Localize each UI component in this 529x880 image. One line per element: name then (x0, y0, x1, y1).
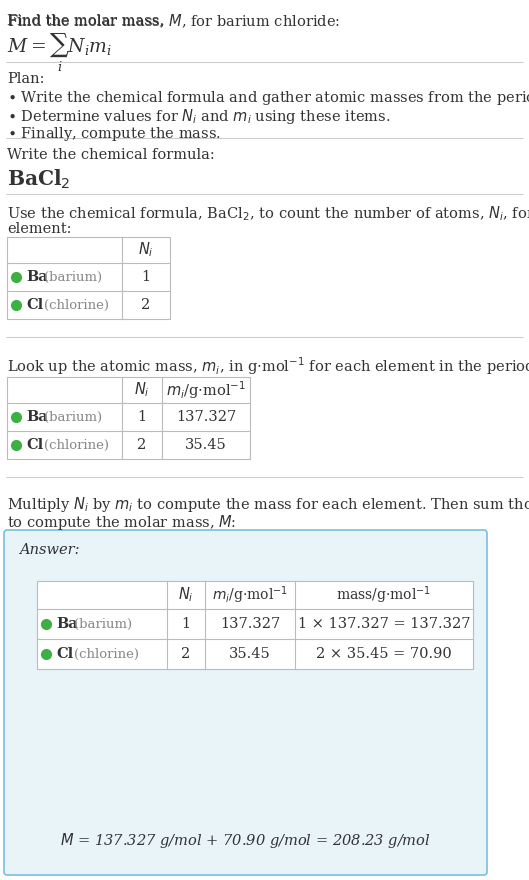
Text: BaCl$_2$: BaCl$_2$ (7, 168, 70, 191)
Text: Answer:: Answer: (19, 543, 79, 557)
Text: Use the chemical formula, BaCl$_2$, to count the number of atoms, $N_i$, for eac: Use the chemical formula, BaCl$_2$, to c… (7, 204, 529, 223)
Text: $m_i$/g$\cdot$mol$^{-1}$: $m_i$/g$\cdot$mol$^{-1}$ (166, 379, 246, 401)
Text: $N_i$: $N_i$ (178, 586, 194, 605)
Text: $m_i$/g$\cdot$mol$^{-1}$: $m_i$/g$\cdot$mol$^{-1}$ (212, 584, 288, 605)
Text: Write the chemical formula:: Write the chemical formula: (7, 148, 215, 162)
Text: 2: 2 (181, 647, 190, 661)
Text: mass/g$\cdot$mol$^{-1}$: mass/g$\cdot$mol$^{-1}$ (336, 584, 432, 605)
Text: (barium): (barium) (44, 270, 102, 283)
Text: 1: 1 (141, 270, 151, 284)
FancyBboxPatch shape (7, 377, 250, 459)
Text: Multiply $N_i$ by $m_i$ to compute the mass for each element. Then sum those val: Multiply $N_i$ by $m_i$ to compute the m… (7, 495, 529, 514)
FancyBboxPatch shape (37, 581, 473, 669)
Text: $M = \sum_i N_i m_i$: $M = \sum_i N_i m_i$ (7, 32, 112, 74)
Text: $N_i$: $N_i$ (138, 240, 154, 260)
Text: Ba: Ba (26, 410, 48, 424)
Text: 35.45: 35.45 (229, 647, 271, 661)
Text: (barium): (barium) (74, 618, 132, 630)
FancyBboxPatch shape (4, 530, 487, 875)
Text: 137.327: 137.327 (176, 410, 236, 424)
Text: $\bullet$ Determine values for $N_i$ and $m_i$ using these items.: $\bullet$ Determine values for $N_i$ and… (7, 107, 390, 126)
Text: to compute the molar mass, $M$:: to compute the molar mass, $M$: (7, 513, 236, 532)
Text: 2: 2 (138, 438, 147, 452)
Text: Plan:: Plan: (7, 72, 44, 86)
Text: (chlorine): (chlorine) (44, 298, 109, 312)
Text: Cl: Cl (26, 438, 43, 452)
Text: Cl: Cl (56, 647, 73, 661)
Text: element:: element: (7, 222, 71, 236)
Text: $\bullet$ Finally, compute the mass.: $\bullet$ Finally, compute the mass. (7, 125, 221, 143)
Text: 2 × 35.45 = 70.90: 2 × 35.45 = 70.90 (316, 647, 452, 661)
Text: 137.327: 137.327 (220, 617, 280, 631)
Text: Look up the atomic mass, $m_i$, in g$\cdot$mol$^{-1}$ for each element in the pe: Look up the atomic mass, $m_i$, in g$\cd… (7, 355, 529, 377)
Text: $M$ = 137.327 g/mol + 70.90 g/mol = 208.23 g/mol: $M$ = 137.327 g/mol + 70.90 g/mol = 208.… (60, 831, 431, 849)
Text: 1 × 137.327 = 137.327: 1 × 137.327 = 137.327 (298, 617, 470, 631)
Text: 2: 2 (141, 298, 151, 312)
Text: Ba: Ba (56, 617, 78, 631)
Text: 35.45: 35.45 (185, 438, 227, 452)
Text: Cl: Cl (26, 298, 43, 312)
Text: Ba: Ba (26, 270, 48, 284)
Text: 1: 1 (181, 617, 190, 631)
Text: (barium): (barium) (44, 410, 102, 423)
FancyBboxPatch shape (7, 237, 170, 319)
Text: 1: 1 (138, 410, 147, 424)
Text: (chlorine): (chlorine) (74, 648, 139, 661)
Text: Find the molar mass,: Find the molar mass, (7, 13, 169, 27)
Text: $\bullet$ Write the chemical formula and gather atomic masses from the periodic : $\bullet$ Write the chemical formula and… (7, 89, 529, 107)
Text: (chlorine): (chlorine) (44, 438, 109, 451)
Text: Find the molar mass, $M$, for barium chloride:: Find the molar mass, $M$, for barium chl… (7, 13, 340, 31)
Text: $N_i$: $N_i$ (134, 381, 150, 400)
